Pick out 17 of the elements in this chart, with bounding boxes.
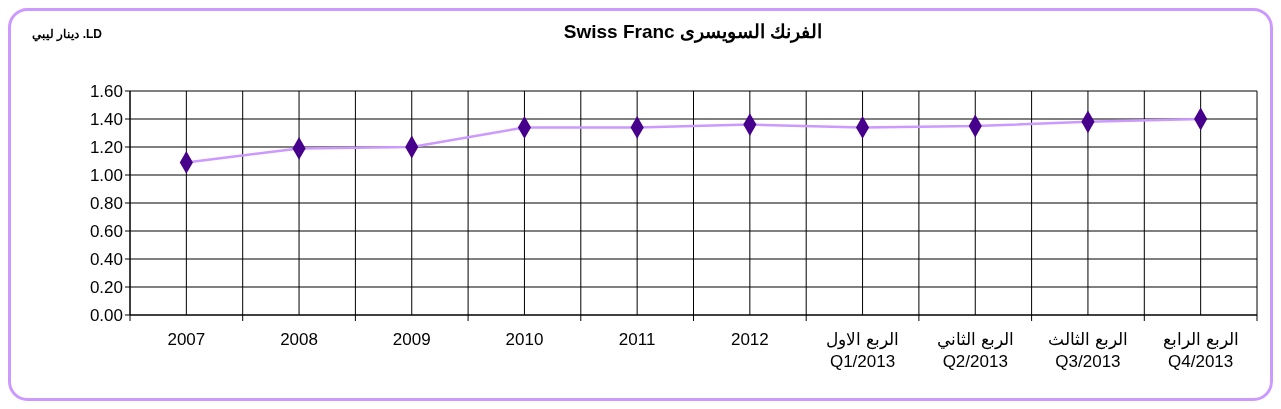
y-tick-label: 1.00 [89,165,123,185]
x-tick-label: 2007 [167,330,206,349]
y-tick-label: 0.80 [89,193,123,213]
y-tick-label: 1.20 [89,137,123,157]
y-tick-label: 1.60 [89,81,123,101]
x-tick-label: 2011 [618,330,656,349]
y-tick-label: 0.40 [89,249,123,269]
x-tick-label: 2010 [505,330,544,349]
y-tick-label: 1.40 [89,109,123,129]
x-tick-label: 2008 [280,330,318,349]
y-tick-label: 0.20 [89,277,123,297]
x-tick-label: 2012 [730,330,769,349]
x-tick-label: 2009 [392,330,431,349]
y-tick-label: 0.00 [89,305,123,325]
y-tick-label: 0.60 [89,221,123,241]
chart-title: Swiss Franc الفرنك السويسرى [563,21,823,43]
y-axis-title: دينار ليبي .LD [32,27,103,42]
